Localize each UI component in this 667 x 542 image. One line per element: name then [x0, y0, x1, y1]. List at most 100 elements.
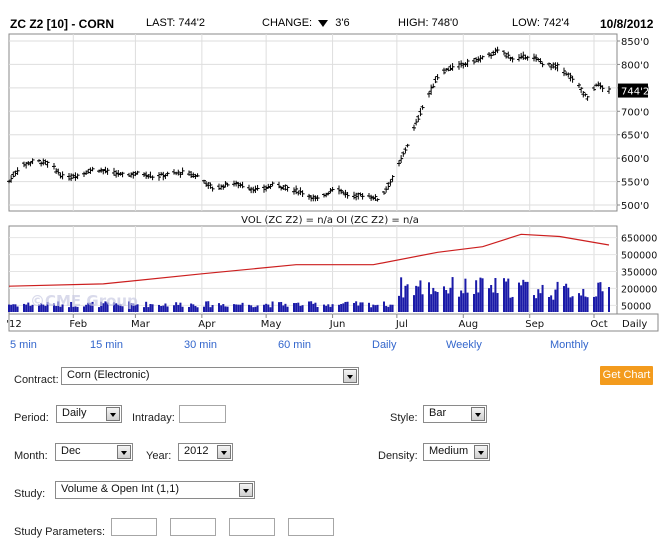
- volume-bar: [533, 295, 535, 312]
- interval-weekly[interactable]: Weekly: [446, 339, 482, 351]
- study-param-input-4[interactable]: [288, 518, 334, 536]
- volume-bar: [8, 304, 10, 312]
- interval-daily[interactable]: Daily: [372, 339, 397, 351]
- volume-bar: [477, 292, 480, 312]
- volume-bar: [582, 288, 585, 312]
- volume-bar: [595, 296, 598, 312]
- low-price: LOW: 742'4: [512, 17, 570, 29]
- volume-bar: [509, 297, 512, 312]
- chevron-down-icon[interactable]: [471, 407, 485, 421]
- period-select[interactable]: Daily: [56, 405, 122, 423]
- get-chart-button[interactable]: Get Chart: [600, 366, 653, 385]
- volume-bar: [98, 307, 100, 312]
- interval-60-min[interactable]: 60 min: [278, 339, 312, 351]
- chart-axes: '12 Feb Mar Apr May Jun Jul Aug Sep Oct Daily 850'0…: [6, 37, 657, 330]
- volume-bar: [329, 306, 332, 312]
- volume-bar: [421, 294, 424, 312]
- last-price: LAST: 744'2: [146, 17, 205, 29]
- volume-bar: [104, 301, 107, 312]
- chevron-down-icon[interactable]: [474, 445, 488, 459]
- volume-bar: [556, 281, 559, 312]
- volume-bar: [584, 296, 587, 312]
- high-price: HIGH: 748'0: [398, 17, 459, 29]
- chevron-down-icon[interactable]: [217, 445, 231, 459]
- intraday-label: Intraday:: [132, 412, 175, 424]
- volume-panel-frame: [8, 225, 618, 315]
- volume-bar: [162, 305, 165, 312]
- volume-bar: [601, 291, 604, 312]
- price-bars: [7, 46, 611, 202]
- study-param-input-3[interactable]: [229, 518, 275, 536]
- volume-bar: [164, 303, 167, 312]
- interval-monthly[interactable]: Monthly: [550, 339, 589, 351]
- volume-bar: [398, 295, 400, 312]
- month-label: Month:: [14, 450, 48, 462]
- volume-bar: [158, 304, 160, 312]
- volume-bar: [325, 305, 328, 312]
- volume-bar: [280, 301, 283, 312]
- style-select[interactable]: Bar: [423, 405, 487, 423]
- volume-bar: [115, 303, 118, 312]
- price-tick-label: 500'0: [621, 201, 649, 212]
- contract-select[interactable]: Corn (Electronic): [61, 367, 359, 385]
- volume-bar: [537, 289, 540, 312]
- volume-bar: [149, 304, 152, 312]
- volume-bar: [312, 303, 315, 312]
- volume-bar: [308, 301, 310, 312]
- interval-5-min[interactable]: 5 min: [10, 339, 37, 351]
- volume-bar: [179, 302, 182, 312]
- interval-30-min[interactable]: 30 min: [184, 339, 218, 351]
- time-axis-period-label: Daily: [622, 319, 647, 330]
- volume-bar: [522, 279, 525, 312]
- volume-bar: [194, 305, 197, 312]
- time-tick-label: Aug: [459, 319, 479, 330]
- price-panel-frame: [8, 33, 618, 212]
- chevron-down-icon[interactable]: [239, 483, 253, 497]
- month-select-value: Dec: [61, 445, 81, 457]
- intraday-input[interactable]: [179, 405, 226, 423]
- interval-15-min[interactable]: 15 min: [90, 339, 124, 351]
- chevron-down-icon[interactable]: [106, 407, 120, 421]
- volume-bar: [239, 304, 242, 312]
- study-label: Study:: [14, 488, 46, 500]
- study-param-input-1[interactable]: [111, 518, 157, 536]
- volume-bar: [301, 305, 304, 312]
- volume-bar: [370, 307, 373, 312]
- volume-bar: [310, 301, 313, 312]
- price-tick-label: 550'0: [621, 178, 649, 189]
- time-tick-label: '12: [6, 319, 21, 330]
- volume-bar: [72, 306, 75, 312]
- study-param-input-2[interactable]: [170, 518, 216, 536]
- volume-bar: [250, 305, 253, 312]
- last-price-tag-label: 744'2: [621, 87, 649, 98]
- volume-bar: [128, 301, 130, 312]
- volume-bar: [417, 286, 420, 312]
- year-select[interactable]: 2012: [178, 443, 233, 461]
- down-arrow-icon: [318, 19, 329, 27]
- volume-bar: [87, 302, 90, 312]
- volume-bar: [263, 304, 265, 312]
- study-select[interactable]: Volume & Open Int (1,1): [55, 481, 255, 499]
- volume-bar: [554, 289, 557, 312]
- volume-bar: [445, 290, 448, 312]
- density-select[interactable]: Medium: [423, 443, 490, 461]
- volume-bar: [68, 307, 70, 312]
- chevron-down-icon[interactable]: [117, 445, 131, 459]
- volume-bar: [278, 302, 280, 312]
- study-select-value: Volume & Open Int (1,1): [61, 483, 180, 495]
- volume-bar: [218, 303, 220, 312]
- change-label: CHANGE: 3'6: [262, 17, 350, 29]
- volume-bar: [567, 287, 570, 312]
- volume-bar: [27, 302, 30, 312]
- volume-bar: [57, 301, 60, 312]
- volume-bar: [400, 277, 403, 312]
- volume-bar: [593, 296, 595, 312]
- volume-bar: [196, 307, 199, 312]
- volume-bar: [524, 281, 527, 312]
- volume-bar: [224, 306, 227, 312]
- chevron-down-icon[interactable]: [343, 369, 357, 383]
- volume-bar: [520, 285, 523, 312]
- volume-bar: [571, 296, 574, 312]
- month-select[interactable]: Dec: [55, 443, 133, 461]
- volume-bar: [117, 304, 120, 312]
